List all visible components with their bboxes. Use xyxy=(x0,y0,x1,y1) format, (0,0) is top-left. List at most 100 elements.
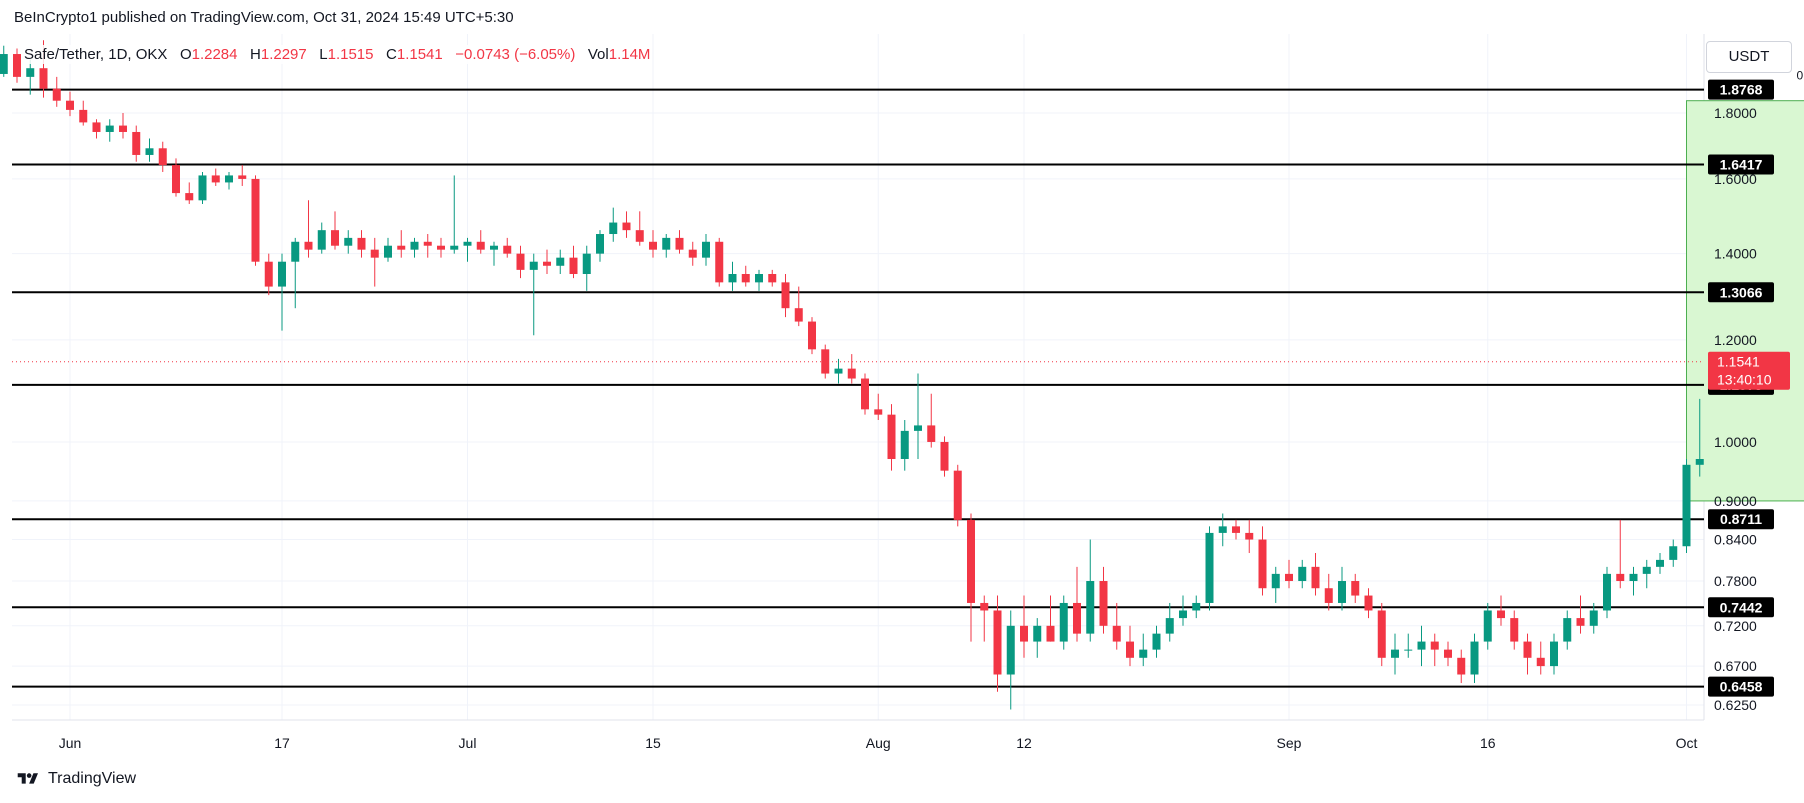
candle-body[interactable] xyxy=(384,245,392,258)
candle-body[interactable] xyxy=(953,470,962,520)
candle-body[interactable] xyxy=(1351,581,1360,596)
candle-body[interactable] xyxy=(1059,602,1068,642)
candle-body[interactable] xyxy=(635,230,644,242)
candle-body[interactable] xyxy=(1483,610,1492,642)
candle-body[interactable] xyxy=(79,109,88,123)
candle-body[interactable] xyxy=(251,178,260,262)
candle-body[interactable] xyxy=(874,409,883,415)
candle-body[interactable] xyxy=(1616,573,1625,582)
candle-body[interactable] xyxy=(662,237,671,250)
candle-body[interactable] xyxy=(715,241,724,283)
candle-body[interactable] xyxy=(1245,532,1254,540)
candle-body[interactable] xyxy=(291,241,300,262)
candle-body[interactable] xyxy=(1086,581,1095,634)
candle-body[interactable] xyxy=(741,274,750,283)
candle-body[interactable] xyxy=(132,131,141,155)
candle-body[interactable] xyxy=(821,349,830,374)
candle-body[interactable] xyxy=(1126,641,1134,658)
candle-body[interactable] xyxy=(172,165,180,194)
candle-body[interactable] xyxy=(185,193,194,201)
candle-body[interactable] xyxy=(980,602,989,611)
candle-body[interactable] xyxy=(1152,633,1161,650)
candle-body[interactable] xyxy=(1218,526,1227,533)
candle-body[interactable] xyxy=(1563,618,1572,642)
candle-body[interactable] xyxy=(264,261,273,287)
candle-body[interactable] xyxy=(317,230,326,250)
candle-body[interactable] xyxy=(1457,657,1466,675)
candle-body[interactable] xyxy=(728,274,737,283)
candle-body[interactable] xyxy=(423,241,432,246)
candle-body[interactable] xyxy=(1179,610,1187,619)
candle-body[interactable] xyxy=(1430,641,1439,650)
candle-body[interactable] xyxy=(357,237,366,250)
candle-body[interactable] xyxy=(569,257,578,275)
candle-body[interactable] xyxy=(1404,649,1413,651)
candle-body[interactable] xyxy=(1510,618,1519,642)
candle-body[interactable] xyxy=(927,425,936,442)
candle-body[interactable] xyxy=(967,519,975,603)
candle-body[interactable] xyxy=(119,125,127,132)
candle-body[interactable] xyxy=(92,122,101,132)
candle-body[interactable] xyxy=(344,237,353,246)
candle-body[interactable] xyxy=(1497,610,1505,619)
candle-body[interactable] xyxy=(1669,546,1678,560)
candle-body[interactable] xyxy=(278,261,286,287)
candle-body[interactable] xyxy=(13,54,21,77)
candle-body[interactable] xyxy=(158,148,167,166)
candle-body[interactable] xyxy=(397,245,406,250)
candle-body[interactable] xyxy=(1364,595,1373,611)
candle-body[interactable] xyxy=(1695,459,1704,465)
candle-body[interactable] xyxy=(1589,610,1598,626)
candle-body[interactable] xyxy=(1298,566,1307,582)
candle-body[interactable] xyxy=(1576,618,1585,626)
candle-body[interactable] xyxy=(1682,464,1691,547)
candle-body[interactable] xyxy=(503,245,512,254)
candle-body[interactable] xyxy=(410,241,419,250)
candle-body[interactable] xyxy=(1377,610,1386,658)
candle-body[interactable] xyxy=(1099,581,1108,626)
candle-body[interactable] xyxy=(622,222,631,231)
candle-body[interactable] xyxy=(794,308,803,322)
candle-body[interactable] xyxy=(914,425,922,431)
candle-body[interactable] xyxy=(1656,559,1664,567)
candle-body[interactable] xyxy=(768,274,777,283)
candle-body[interactable] xyxy=(105,125,114,132)
symbol-label[interactable]: Safe/Tether, 1D, OKX xyxy=(24,46,168,63)
candle-body[interactable] xyxy=(649,241,657,250)
candle-body[interactable] xyxy=(940,441,949,471)
candle-body[interactable] xyxy=(900,430,909,460)
candle-body[interactable] xyxy=(556,257,565,266)
candle-body[interactable] xyxy=(304,241,313,250)
candle-body[interactable] xyxy=(490,245,498,250)
candle-body[interactable] xyxy=(1232,526,1240,533)
candle-body[interactable] xyxy=(1285,573,1293,582)
candle-body[interactable] xyxy=(1139,649,1148,658)
candle-body[interactable] xyxy=(1523,641,1532,658)
currency-button[interactable]: USDT xyxy=(1706,41,1792,73)
candle-body[interactable] xyxy=(370,249,379,258)
candle-body[interactable] xyxy=(450,245,459,250)
candle-body[interactable] xyxy=(1020,625,1028,642)
candle-body[interactable] xyxy=(1536,657,1545,667)
candle-body[interactable] xyxy=(1205,532,1214,603)
candle-body[interactable] xyxy=(1550,641,1558,667)
candle-body[interactable] xyxy=(993,610,1002,675)
candle-body[interactable] xyxy=(1073,602,1081,634)
candle-body[interactable] xyxy=(238,175,247,179)
candle-body[interactable] xyxy=(834,368,843,374)
candle-body[interactable] xyxy=(1417,641,1426,650)
candle-body[interactable] xyxy=(1629,573,1638,582)
candle-body[interactable] xyxy=(26,68,35,77)
candle-body[interactable] xyxy=(609,222,618,235)
candle-body[interactable] xyxy=(52,88,61,101)
candle-body[interactable] xyxy=(781,282,790,309)
candle-body[interactable] xyxy=(463,241,472,246)
candle-body[interactable] xyxy=(1046,625,1055,642)
candle-body[interactable] xyxy=(529,261,538,270)
candle-body[interactable] xyxy=(1258,539,1267,589)
candle-body[interactable] xyxy=(1006,625,1015,675)
candle-body[interactable] xyxy=(1112,625,1121,642)
candle-body[interactable] xyxy=(331,230,339,246)
candle-body[interactable] xyxy=(516,253,525,270)
